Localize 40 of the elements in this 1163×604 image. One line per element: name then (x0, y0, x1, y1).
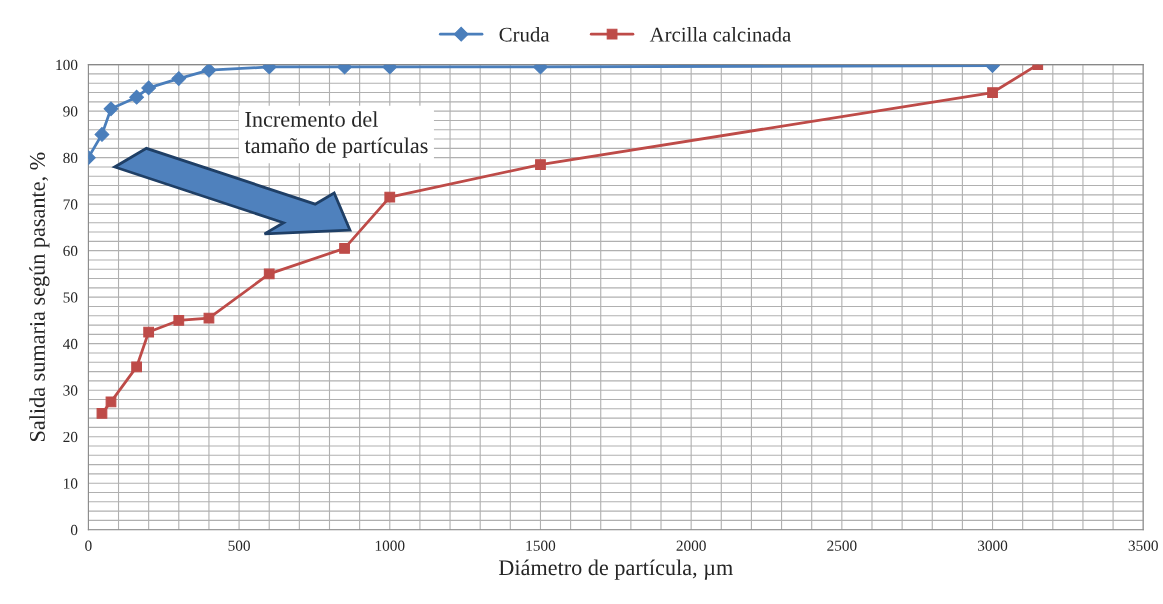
y-tick-label: 20 (63, 431, 78, 443)
annotation: Incremento del tamaño de partículas (244, 111, 428, 158)
x-tick-label: 1000 (375, 540, 405, 551)
point (384, 191, 396, 203)
point (263, 268, 275, 280)
x-tick-label: 3500 (1128, 540, 1158, 551)
x-tick-label: 2000 (676, 540, 706, 551)
y-axis-title: Salida sumaria según pasante, % (29, 152, 50, 442)
point (143, 326, 155, 338)
y-tick-label: 0 (70, 524, 78, 536)
x-tick-label: 2500 (827, 540, 857, 551)
y-tick-label: 80 (63, 152, 78, 164)
y-tick-label: 90 (63, 106, 78, 117)
point (171, 71, 187, 86)
x-tick-label: 500 (228, 540, 250, 551)
point (94, 127, 110, 142)
point (339, 242, 350, 254)
x-tick-label: 0 (85, 540, 92, 551)
y-tick-label: 60 (63, 245, 78, 257)
y-tick-label: 40 (62, 338, 78, 350)
y-tick-label: 30 (63, 385, 78, 396)
point (103, 101, 119, 117)
y-tick-label: 50 (63, 292, 78, 303)
y-tick-label: 100 (56, 59, 78, 71)
legend-label: Arcilla calcinada (649, 26, 791, 42)
point (96, 408, 108, 419)
point (129, 89, 144, 105)
point (173, 315, 185, 326)
x-tick-label: 1500 (526, 540, 556, 551)
point (987, 87, 998, 98)
x-tick-label: 3000 (977, 540, 1008, 551)
legend-label: Cruda (499, 26, 550, 42)
y-tick-label: 70 (63, 199, 78, 210)
point (105, 396, 117, 408)
point (201, 64, 217, 78)
point (535, 159, 546, 170)
point (131, 361, 142, 373)
point (141, 80, 157, 96)
x-axis-title: Diámetro de partícula, µm (498, 559, 733, 580)
y-tick-label: 10 (64, 478, 78, 489)
